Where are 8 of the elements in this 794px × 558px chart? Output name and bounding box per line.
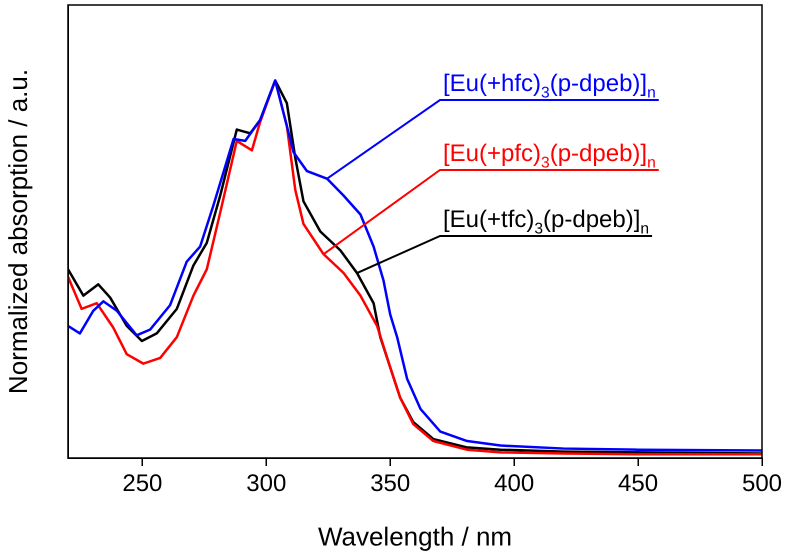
x-tick-label: 400 [494,470,534,498]
x-tick-label: 500 [742,470,782,498]
x-tick-label: 450 [618,470,658,498]
y-axis-title: Normalized absorption / a.u. [2,68,33,394]
x-axis-title: Wavelength / nm [318,522,512,552]
x-tick-label: 300 [246,470,286,498]
x-tick-label: 350 [370,470,410,498]
x-tick-label: 250 [122,470,162,498]
